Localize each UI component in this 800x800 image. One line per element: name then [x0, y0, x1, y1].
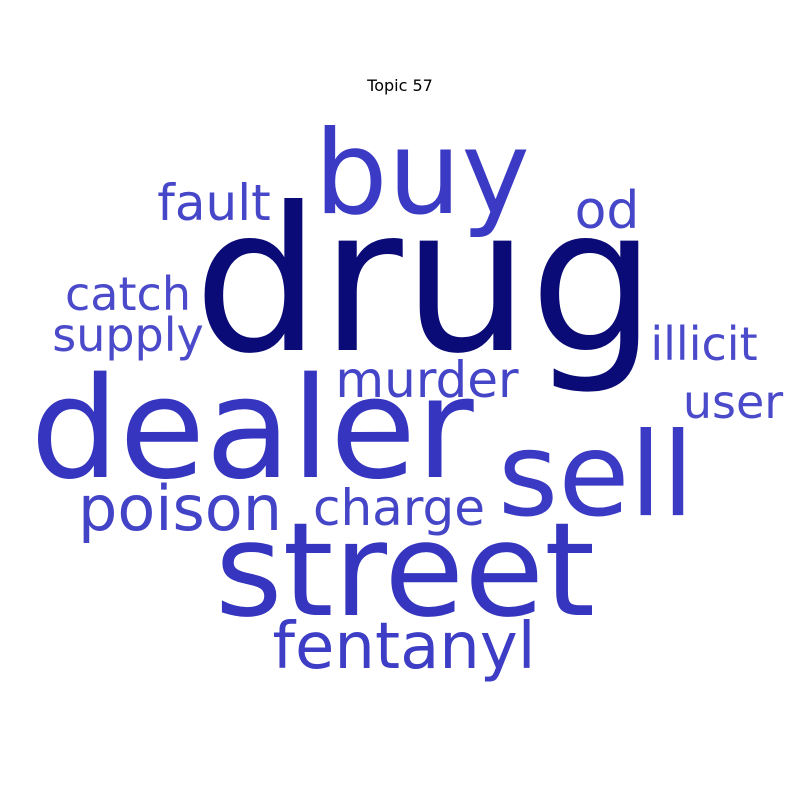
word-drug: drug: [194, 165, 657, 398]
word-dealer: dealer: [30, 348, 474, 511]
word-street: street: [215, 494, 595, 646]
word-catch: catch: [65, 267, 191, 321]
word-murder: murder: [335, 351, 519, 409]
word-charge: charge: [313, 479, 485, 537]
word-user: user: [683, 375, 783, 429]
word-fentanyl: fentanyl: [273, 610, 536, 684]
word-poison: poison: [78, 472, 282, 545]
word-od: od: [575, 181, 640, 241]
word-fault: fault: [157, 174, 270, 232]
chart-title: Topic 57: [367, 76, 433, 95]
word-buy: buy: [314, 106, 530, 241]
word-illicit: illicit: [650, 317, 757, 371]
word-sell: sell: [498, 408, 694, 543]
word-supply: supply: [52, 308, 204, 362]
